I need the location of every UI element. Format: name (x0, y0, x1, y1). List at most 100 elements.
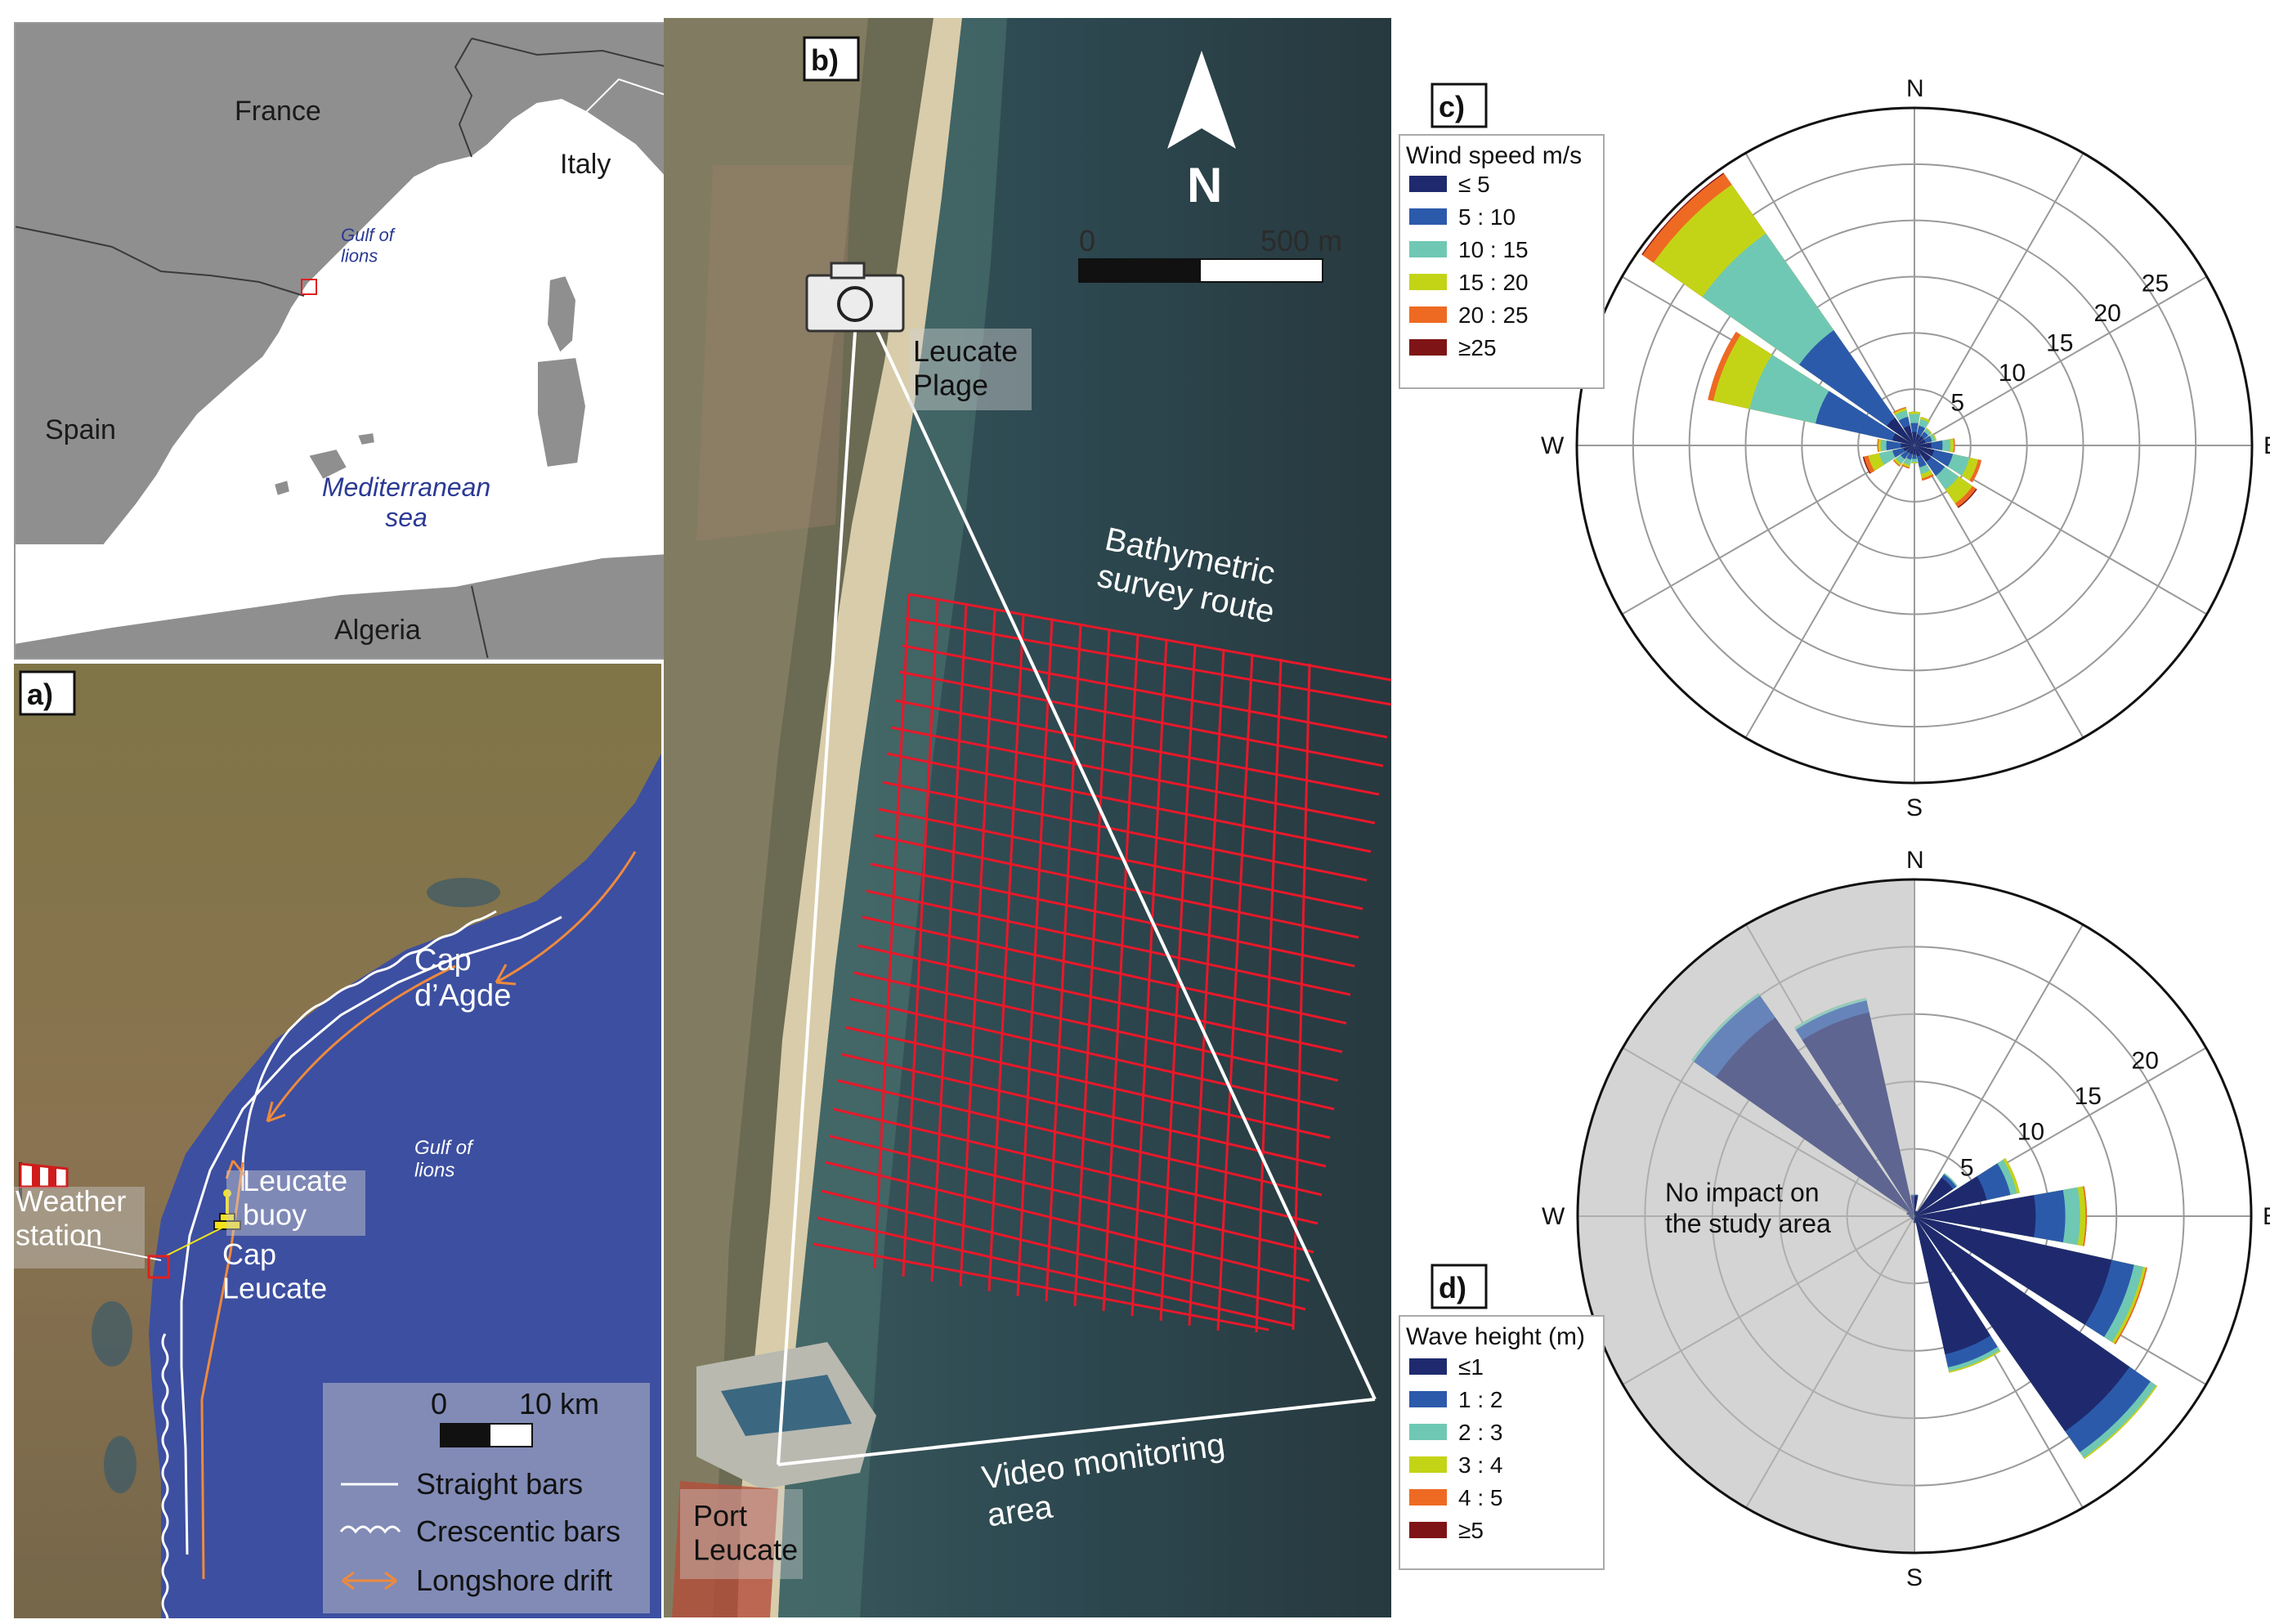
rose-wedge (1903, 425, 1914, 445)
legend-swatch (1409, 241, 1447, 257)
panel-b-tag: b) (811, 43, 839, 77)
scale-bar-black (440, 1423, 490, 1447)
bathymetric-grid (813, 593, 1391, 1333)
straight-bars (180, 915, 562, 1555)
label-algeria: Algeria (334, 615, 421, 646)
wave-legend-title: Wave height (m) (1406, 1323, 1585, 1350)
legend-longshore-drift: Longshore drift (416, 1564, 612, 1597)
rose-spoke (1914, 924, 2084, 1217)
wave-legend: Wave height (m) ≤1 1 : 2 2 : 3 3 : 4 4 : 5 ≥5 (1399, 1315, 1605, 1570)
legend-swatch (1409, 1358, 1447, 1375)
label-cap-leucate: Cap Leucate (222, 1237, 327, 1304)
rose-wedge (1903, 445, 1914, 452)
rose-spoke (1914, 445, 2084, 739)
rose-wedge (1914, 445, 1921, 457)
rose-wedge (1914, 434, 1921, 445)
video-monitoring-lines (777, 320, 1377, 1466)
corsica (545, 274, 578, 355)
rose-spoke (1622, 1215, 1915, 1385)
legend-label: ≥25 (1458, 335, 1497, 360)
panel-b-map: Leucate Plage N 0 500 m Bathymetricsurvey… (664, 18, 1391, 1617)
rose-wedge (1912, 432, 1917, 445)
compass-e: E (2263, 1203, 2270, 1230)
legend-label: ≥5 (1458, 1518, 1484, 1543)
legend-straight-bars: Straight bars (416, 1467, 583, 1501)
label-italy: Italy (560, 149, 611, 180)
legend-swatch (1409, 1522, 1447, 1538)
rose-wedge (1914, 1216, 1990, 1354)
north-label: N (1187, 158, 1222, 213)
rose-wedge (1914, 1195, 2036, 1237)
compass-n: N (1906, 847, 1924, 874)
rose-ring-label: 15 (2046, 330, 2073, 357)
leucate-buoy-icon (213, 1189, 241, 1230)
rose-wedge (1901, 443, 1914, 448)
rose-outer-circle (1576, 878, 2253, 1555)
rose-wedge (1799, 330, 1914, 445)
compass-s: S (1906, 794, 1923, 821)
rose-ring-label: 15 (2075, 1083, 2102, 1110)
study-site-marker (301, 279, 317, 295)
rose-ring-label: 5 (1960, 1154, 1974, 1181)
north-arrow-icon (1167, 51, 1236, 149)
rose-wedge (1914, 436, 1924, 445)
rose-ring-label: 25 (2142, 271, 2169, 298)
legend-swatch (1409, 176, 1447, 192)
ibiza (272, 478, 292, 498)
rose-spoke (1914, 152, 2084, 446)
rose-wedge (1914, 1216, 2130, 1432)
legend-label: 15 : 20 (1458, 270, 1529, 295)
rose-ring-label: 10 (1999, 360, 2026, 387)
rose-wedge (1914, 445, 1932, 463)
compass-s: S (1906, 1564, 1923, 1591)
panel-a-map: Cap d’Agde Gulf of lions Leucate buoy Weath… (14, 664, 661, 1618)
scale-bar-white (489, 1423, 533, 1447)
compass-e: E (2263, 432, 2270, 459)
rose-wedge (1914, 439, 1926, 445)
italy-north-border (471, 38, 669, 68)
rose-wedge (1910, 1196, 1919, 1216)
rose-spoke (1622, 1047, 1915, 1217)
spain-portugal-border (14, 226, 113, 248)
rose-spoke (1621, 445, 1915, 615)
mallorca (307, 447, 349, 481)
rose-spoke (1914, 275, 2208, 446)
scale-bar-black-b (1078, 258, 1201, 283)
legend-swatch (1409, 1424, 1447, 1440)
panel-d-tag: d) (1439, 1271, 1466, 1304)
rose-wedge (1914, 445, 1935, 457)
legend-label: ≤1 (1458, 1354, 1484, 1380)
rose-spoke (1744, 152, 1915, 446)
rose-wedge (1910, 1216, 1914, 1220)
rose-wedge (1910, 1216, 1914, 1219)
rose-wedge (1910, 445, 1914, 454)
label-med-sea: Mediterranean sea (322, 472, 490, 532)
legend-swatch (1409, 1489, 1447, 1505)
rose-wedge (1816, 391, 1914, 445)
rose-wedge (1913, 445, 1916, 455)
label-cap-agde: Cap d’Agde (414, 943, 511, 1013)
france-spain-border (111, 246, 305, 297)
legend-swatch (1409, 1456, 1447, 1473)
label-weather-station: Weather station (16, 1184, 126, 1251)
rose-wedge (1802, 1012, 1914, 1216)
legend-label: 5 : 10 (1458, 204, 1516, 230)
legend-swatch (1409, 208, 1447, 225)
rose-spoke (1744, 445, 1915, 739)
sardinia (536, 356, 588, 469)
scale-label-0-b: 0 (1079, 224, 1095, 257)
rose-wedge (1909, 1215, 1914, 1218)
africa-land (14, 552, 785, 660)
rose-wedge (1906, 445, 1914, 454)
rose-wedge (1914, 1177, 1954, 1216)
rose-ring-label: 20 (2132, 1047, 2159, 1074)
rose-ring-label: 20 (2093, 300, 2120, 327)
weather-station-icon (19, 1162, 69, 1203)
panel-c-tag: c) (1439, 90, 1465, 123)
rose-wedge (1912, 1216, 1914, 1220)
no-impact-label: No impact on the study area (1665, 1178, 1831, 1238)
legend-label: 4 : 5 (1458, 1485, 1502, 1510)
legend-swatch (1409, 274, 1447, 290)
